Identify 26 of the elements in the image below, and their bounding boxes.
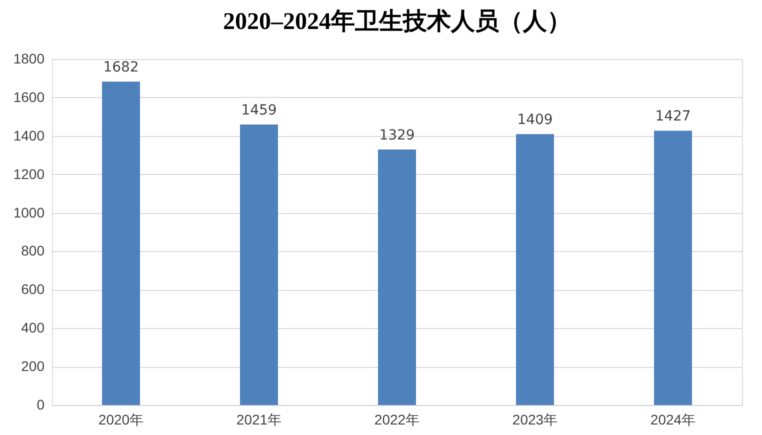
y-tick-label: 1200 xyxy=(13,166,45,182)
data-label: 1409 xyxy=(517,112,553,128)
x-tick-label: 2020年 xyxy=(98,412,144,428)
bar xyxy=(654,130,692,405)
bar xyxy=(240,124,278,405)
data-label: 1459 xyxy=(241,102,277,119)
data-label: 1427 xyxy=(655,108,691,125)
chart-title: 2020–2024年卫生技术人员（人） xyxy=(223,8,571,35)
y-tick-label: 0 xyxy=(36,396,45,412)
y-tick-label: 1800 xyxy=(13,50,45,66)
y-tick-label: 1600 xyxy=(13,88,45,105)
y-tick-label: 200 xyxy=(21,358,45,374)
data-label: 1682 xyxy=(103,60,139,76)
y-tick-label: 600 xyxy=(21,281,45,298)
y-tick-label: 1400 xyxy=(13,127,45,144)
x-tick-label: 2022年 xyxy=(374,412,420,428)
y-tick-label: 400 xyxy=(21,320,45,336)
bar xyxy=(102,82,140,405)
x-tick-label: 2023年 xyxy=(512,412,558,428)
bar xyxy=(516,134,554,405)
x-tick-label: 2021年 xyxy=(236,412,282,428)
bar xyxy=(378,150,416,405)
x-tick-label: 2024年 xyxy=(650,412,696,428)
data-label: 1329 xyxy=(379,128,415,144)
y-tick-label: 1000 xyxy=(13,204,45,220)
y-tick-label: 800 xyxy=(21,242,45,259)
